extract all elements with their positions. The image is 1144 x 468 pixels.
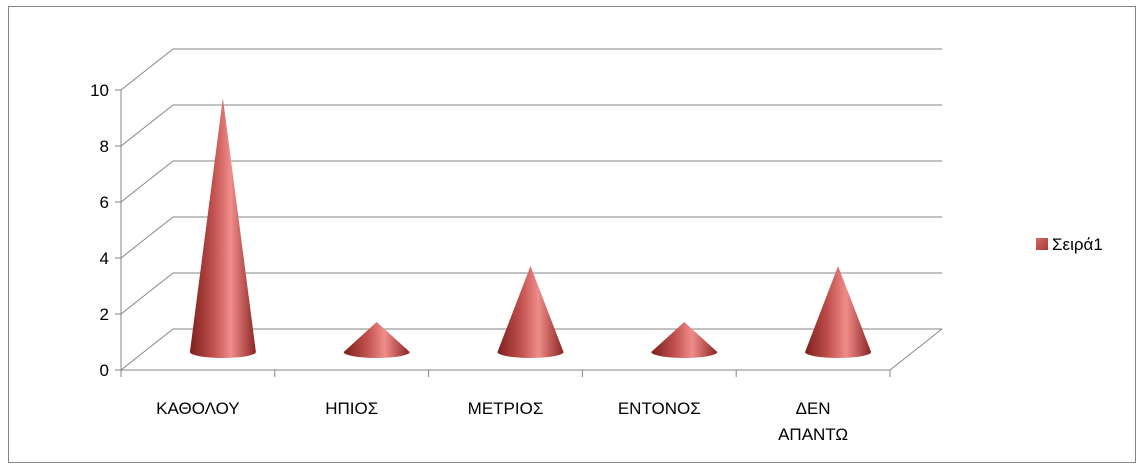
cone-3: [497, 266, 564, 358]
chart-border: [8, 6, 1136, 463]
x-tick-label: ΕΝΤΟΝΟΣ: [618, 399, 701, 418]
cone-1: [189, 98, 256, 358]
gridline: [120, 104, 942, 147]
gridline: [120, 272, 942, 315]
label-layer: 0 2 4 6 8 10 ΚΑΘΟΛΟΥ ΗΠΙΟΣ ΜΕΤΡΙΟΣ ΕΝΤΟΝΟΣ ΔΕΝ ΑΠΑΝ…: [90, 81, 848, 444]
legend: Σειρά1: [1036, 235, 1103, 254]
gridline: [120, 48, 942, 91]
legend-label: Σειρά1: [1052, 235, 1103, 254]
x-tick-label: ΗΠΙΟΣ: [325, 399, 378, 418]
y-tick-label: 4: [100, 249, 109, 268]
y-tick-label: 8: [100, 137, 109, 156]
y-tick-label: 10: [90, 81, 109, 100]
cone-5: [805, 266, 872, 358]
gridline: [120, 216, 942, 259]
axis-layer: [115, 89, 943, 377]
cone-2: [343, 322, 410, 358]
x-tick-label: ΚΑΘΟΛΟΥ: [156, 399, 239, 418]
y-tick-label: 2: [100, 305, 109, 324]
x-tick-label: ΜΕΤΡΙΟΣ: [468, 399, 544, 418]
y-tick-label: 6: [100, 193, 109, 212]
legend-swatch: [1036, 238, 1048, 250]
x-tick-label: ΑΠΑΝΤΩ: [778, 425, 848, 444]
cone-4: [651, 322, 718, 358]
gridline: [120, 160, 942, 203]
cone-layer: [189, 98, 872, 358]
x-tick-label: ΔΕΝ: [796, 399, 831, 418]
y-tick-label: 0: [100, 361, 109, 380]
